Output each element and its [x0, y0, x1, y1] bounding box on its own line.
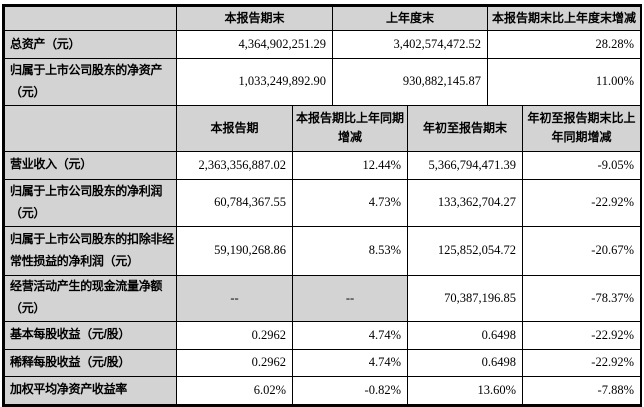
cell-value: 0.6498: [407, 320, 523, 350]
column-header-prior-year-end: 上年度末: [332, 6, 488, 31]
cell-value: -9.05%: [522, 150, 641, 180]
cell-value: 70,387,196.85: [407, 274, 523, 322]
row-label-weighted-average-roe: 加权平均净资产收益率: [4, 375, 177, 405]
column-header-ytd-change-vs-same-period: 年初至报告期末比上年同期增减: [522, 104, 641, 152]
table-row: 归属于上市公司股东的净利润（元） 60,784,367.55 4.73% 133…: [4, 178, 641, 227]
reporting-period-table: 本报告期 本报告期比上年同期增减 年初至报告期末 年初至报告期末比上年同期增减 …: [4, 104, 641, 405]
table-row: 稀释每股收益（元/股） 0.2962 4.74% 0.6498 -22.92%: [4, 348, 641, 377]
cell-value: 3,402,574,472.52: [332, 30, 488, 59]
cell-value: 1,033,249,892.90: [176, 58, 333, 105]
table-row: 加权平均净资产收益率 6.02% -0.82% 13.60% -7.88%: [4, 375, 641, 405]
cell-value-not-applicable: --: [176, 274, 293, 322]
period-end-table: 本报告期末 上年度末 本报告期末比上年度末增减 总资产（元） 4,364,902…: [4, 6, 641, 105]
cell-value: 4.74%: [292, 348, 408, 377]
cell-value: 0.6498: [407, 348, 523, 377]
table-header-row: 本报告期 本报告期比上年同期增减 年初至报告期末 年初至报告期末比上年同期增减: [4, 104, 641, 152]
cell-value: 6.02%: [176, 375, 293, 405]
column-header-current-period: 本报告期: [176, 104, 293, 152]
table-row: 基本每股收益（元/股） 0.2962 4.74% 0.6498 -22.92%: [4, 320, 641, 350]
column-header-change-vs-prior-year-end: 本报告期末比上年度末增减: [487, 6, 641, 31]
cell-value: -0.82%: [292, 375, 408, 405]
table-header-row: 本报告期末 上年度末 本报告期末比上年度末增减: [4, 6, 641, 31]
row-label-net-profit-excl-nonrecurring: 归属于上市公司股东的扣除非经常性损益的净利润（元）: [4, 225, 177, 276]
cell-value: 0.2962: [176, 348, 293, 377]
row-label-net-profit: 归属于上市公司股东的净利润（元）: [4, 178, 177, 227]
cell-value: 5,366,794,471.39: [407, 150, 523, 180]
column-header-current-period-end: 本报告期末: [176, 6, 333, 31]
cell-value: 59,190,268.86: [176, 225, 293, 276]
cell-value: 4,364,902,251.29: [176, 30, 333, 59]
cell-value: 12.44%: [292, 150, 408, 180]
row-label-total-assets: 总资产（元）: [4, 30, 177, 59]
cell-value: 28.28%: [487, 30, 641, 59]
cell-value: 125,852,054.72: [407, 225, 523, 276]
cell-value: 8.53%: [292, 225, 408, 276]
cell-value: 0.2962: [176, 320, 293, 350]
cell-value: -22.92%: [522, 320, 641, 350]
column-header-change-vs-same-period: 本报告期比上年同期增减: [292, 104, 408, 152]
column-header-year-to-date: 年初至报告期末: [407, 104, 523, 152]
cell-value: 11.00%: [487, 58, 641, 105]
row-label-operating-revenue: 营业收入（元）: [4, 150, 177, 180]
row-label-diluted-eps: 稀释每股收益（元/股）: [4, 348, 177, 377]
cell-value: 2,363,356,887.02: [176, 150, 293, 180]
table-row: 总资产（元） 4,364,902,251.29 3,402,574,472.52…: [4, 30, 641, 59]
cell-value: 930,882,145.87: [332, 58, 488, 105]
table-row: 归属于上市公司股东的净资产（元） 1,033,249,892.90 930,88…: [4, 58, 641, 105]
table-row: 归属于上市公司股东的扣除非经常性损益的净利润（元） 59,190,268.86 …: [4, 225, 641, 276]
cell-value: 4.74%: [292, 320, 408, 350]
financial-summary-table: 本报告期末 上年度末 本报告期末比上年度末增减 总资产（元） 4,364,902…: [2, 4, 642, 407]
cell-value: -22.92%: [522, 178, 641, 227]
cell-value: 4.73%: [292, 178, 408, 227]
row-label-basic-eps: 基本每股收益（元/股）: [4, 320, 177, 350]
table-row: 营业收入（元） 2,363,356,887.02 12.44% 5,366,79…: [4, 150, 641, 180]
row-label-operating-cash-flow: 经营活动产生的现金流量净额（元）: [4, 274, 177, 322]
table-row: 经营活动产生的现金流量净额（元） -- -- 70,387,196.85 -78…: [4, 274, 641, 322]
corner-cell: [4, 6, 177, 31]
cell-value: 13.60%: [407, 375, 523, 405]
cell-value: 60,784,367.55: [176, 178, 293, 227]
cell-value: -22.92%: [522, 348, 641, 377]
cell-value: -78.37%: [522, 274, 641, 322]
cell-value: -20.67%: [522, 225, 641, 276]
corner-cell: [4, 104, 177, 152]
cell-value: 133,362,704.27: [407, 178, 523, 227]
row-label-net-assets: 归属于上市公司股东的净资产（元）: [4, 58, 177, 105]
cell-value-not-applicable: --: [292, 274, 408, 322]
cell-value: -7.88%: [522, 375, 641, 405]
